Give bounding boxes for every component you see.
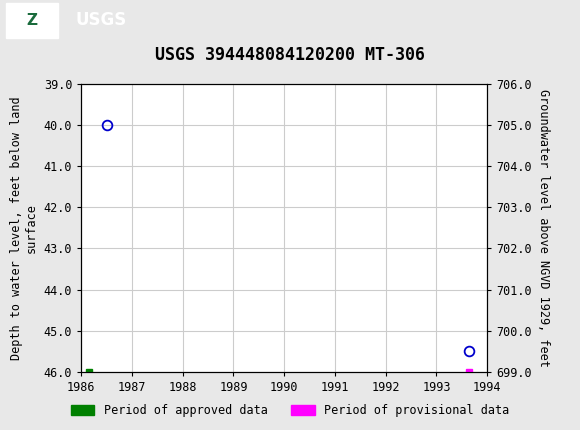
Text: Z: Z (27, 13, 37, 28)
Text: USGS: USGS (75, 12, 126, 29)
Y-axis label: Depth to water level, feet below land
surface: Depth to water level, feet below land su… (10, 96, 38, 360)
Y-axis label: Groundwater level above NGVD 1929, feet: Groundwater level above NGVD 1929, feet (538, 89, 550, 367)
Legend: Period of approved data, Period of provisional data: Period of approved data, Period of provi… (66, 399, 514, 422)
Text: USGS 394448084120200 MT-306: USGS 394448084120200 MT-306 (155, 46, 425, 64)
Bar (6, 3, 58, 37)
